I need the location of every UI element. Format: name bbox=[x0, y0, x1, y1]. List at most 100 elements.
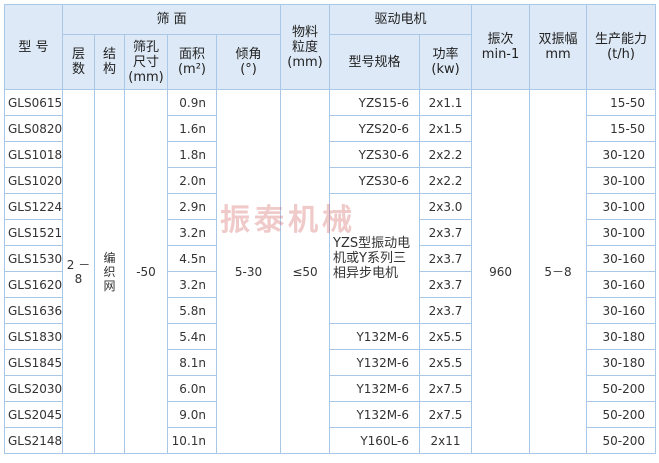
header-cell: 倾角 (°) bbox=[215, 34, 282, 90]
cell: 5.8n bbox=[167, 297, 217, 324]
header-cell: 结构 bbox=[94, 34, 125, 90]
header-cell: 功率 (kw) bbox=[419, 34, 473, 90]
cell: 0.9n bbox=[167, 89, 217, 116]
cell: 3.2n bbox=[167, 219, 217, 246]
cell: 10.1n bbox=[167, 427, 217, 454]
header-row: 层数 结构 筛孔 尺寸 (mm) 面积 (m²) 倾角 (°) 型号规格 功率 … bbox=[5, 34, 656, 90]
cell: 2x7.5 bbox=[419, 375, 473, 402]
cell: Y160L-6 bbox=[329, 427, 421, 454]
cell: 2.0n bbox=[167, 167, 217, 194]
data-row: GLS2148 10.1n Y160L-6 2x11 50-200 bbox=[4, 427, 657, 454]
cell: Y132M-6 bbox=[329, 375, 421, 402]
cell: Y132M-6 bbox=[329, 323, 421, 350]
cell: 2x11 bbox=[419, 427, 473, 454]
header-cell: 生产能力 (t/h) bbox=[586, 4, 657, 90]
cell: 30-180 bbox=[586, 323, 657, 350]
cell: 8.1n bbox=[167, 349, 217, 376]
header-cell: 物料 粒度 (mm) bbox=[280, 4, 331, 90]
cell: 15-50 bbox=[586, 89, 657, 116]
cell: YZS30-6 bbox=[329, 167, 421, 194]
cell: GLS0615 bbox=[4, 89, 63, 116]
cell: 30-100 bbox=[586, 219, 657, 246]
cell: 1.6n bbox=[167, 115, 217, 142]
header-cell: 筛孔 尺寸 (mm) bbox=[124, 34, 168, 90]
header-cell: 筛 面 bbox=[61, 4, 282, 35]
cell: 30-180 bbox=[586, 349, 657, 376]
spec-table: 型 号 筛 面 物料 粒度 (mm) 驱动电机 振次 min-1 双振幅 mm … bbox=[4, 4, 657, 454]
cell: YZS型振动电机或Y系列三相异步电机 bbox=[329, 193, 421, 324]
cell: Y132M-6 bbox=[329, 401, 421, 428]
cell: 960 bbox=[471, 89, 531, 454]
cell: 2x7.5 bbox=[419, 401, 473, 428]
cell: 2x5.5 bbox=[419, 349, 473, 376]
cell: 2.9n bbox=[167, 193, 217, 220]
cell: 1.8n bbox=[167, 141, 217, 168]
cell: 50-200 bbox=[586, 375, 657, 402]
cell: 2x3.7 bbox=[419, 219, 473, 246]
cell: 30-100 bbox=[586, 167, 657, 194]
cell: 2x3.0 bbox=[419, 193, 473, 220]
cell: GLS2148 bbox=[4, 427, 63, 454]
cell: 2 － 8 bbox=[62, 89, 95, 454]
cell: 9.0n bbox=[167, 401, 217, 428]
cell: GLS1521 bbox=[4, 219, 63, 246]
cell: 30-160 bbox=[586, 297, 657, 324]
cell: Y132M-6 bbox=[329, 349, 421, 376]
cell: 30-160 bbox=[586, 271, 657, 298]
cell: GLS1636 bbox=[4, 297, 63, 324]
cell: 2x3.7 bbox=[419, 245, 473, 272]
cell: GLS1224 bbox=[4, 193, 63, 220]
cell: 6.0n bbox=[167, 375, 217, 402]
cell: 50-200 bbox=[586, 427, 657, 454]
data-row: GLS2045 9.0n Y132M-6 2x7.5 50-200 bbox=[4, 401, 657, 428]
cell: 2x5.5 bbox=[419, 323, 473, 350]
cell: GLS1845 bbox=[4, 349, 63, 376]
cell: YZS30-6 bbox=[329, 141, 421, 168]
cell: 2x3.7 bbox=[419, 271, 473, 298]
header-cell: 型号规格 bbox=[329, 34, 421, 90]
cell: 2x2.2 bbox=[419, 167, 473, 194]
data-row: GLS2030 6.0n Y132M-6 2x7.5 50-200 bbox=[4, 375, 657, 402]
header-cell: 面积 (m²) bbox=[167, 34, 217, 90]
cell: GLS1018 bbox=[4, 141, 63, 168]
cell: 3.2n bbox=[167, 271, 217, 298]
header-cell: 型 号 bbox=[4, 4, 63, 90]
cell: 5－8 bbox=[529, 89, 588, 454]
cell: 5-30 bbox=[215, 89, 282, 454]
cell: GLS1830 bbox=[4, 323, 63, 350]
data-row: GLS1845 8.1n Y132M-6 2x5.5 30-180 bbox=[4, 349, 657, 376]
cell: 30-120 bbox=[586, 141, 657, 168]
cell: 2x3.7 bbox=[419, 297, 473, 324]
cell: GLS1620 bbox=[4, 271, 63, 298]
cell: GLS1530 bbox=[4, 245, 63, 272]
header-cell: 双振幅 mm bbox=[529, 4, 588, 90]
cell: 2x2.2 bbox=[419, 141, 473, 168]
data-row: GLS1020 2.0n YZS30-6 2x2.2 30-100 bbox=[4, 167, 657, 194]
cell: 2x1.1 bbox=[419, 89, 473, 116]
cell: GLS1020 bbox=[4, 167, 63, 194]
header-cell: 层数 bbox=[62, 34, 95, 90]
data-row: GLS1620 3.2n 2x3.7 30-160 bbox=[4, 271, 657, 298]
header-cell: 振次 min-1 bbox=[471, 4, 531, 90]
cell: 5.4n bbox=[167, 323, 217, 350]
data-row: GLS1530 4.5n 2x3.7 30-160 bbox=[4, 245, 657, 272]
cell: 4.5n bbox=[167, 245, 217, 272]
cell: ≤50 bbox=[280, 89, 331, 454]
cell: GLS2045 bbox=[4, 401, 63, 428]
cell: GLS0820 bbox=[4, 115, 63, 142]
header-cell: 驱动电机 bbox=[329, 4, 473, 35]
cell: 30-100 bbox=[586, 193, 657, 220]
data-row: GLS1636 5.8n 2x3.7 30-160 bbox=[4, 297, 657, 324]
cell: 15-50 bbox=[586, 115, 657, 142]
data-row: GLS1830 5.4n Y132M-6 2x5.5 30-180 bbox=[4, 323, 657, 350]
cell: 2x1.5 bbox=[419, 115, 473, 142]
cell: GLS2030 bbox=[4, 375, 63, 402]
cell: 50-200 bbox=[586, 401, 657, 428]
header-row: 型 号 筛 面 物料 粒度 (mm) 驱动电机 振次 min-1 双振幅 mm … bbox=[4, 4, 657, 90]
cell: YZS15-6 bbox=[329, 89, 421, 116]
cell: 30-160 bbox=[586, 245, 657, 272]
cell: -50 bbox=[124, 89, 168, 454]
